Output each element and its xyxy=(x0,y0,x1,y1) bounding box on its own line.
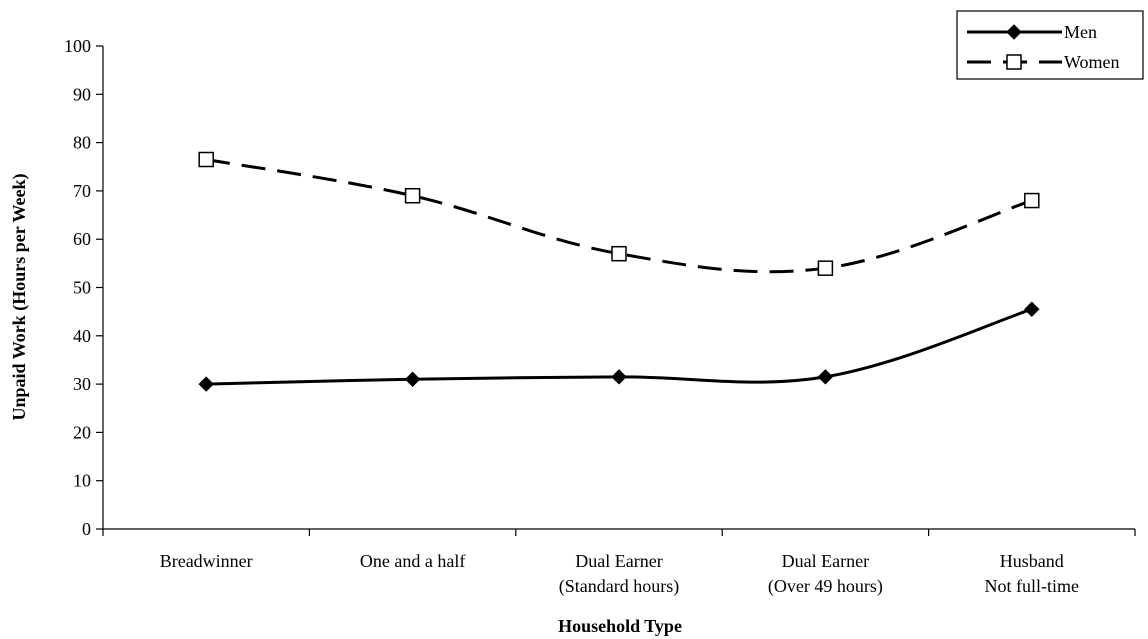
y-tick-label: 70 xyxy=(73,181,91,201)
data-point-men xyxy=(611,369,627,385)
legend-label-women: Women xyxy=(1064,52,1120,72)
data-point-women xyxy=(817,260,834,276)
x-category-label: Husband Not full-time xyxy=(985,551,1079,596)
data-point-men xyxy=(404,371,421,387)
x-category-label: Breadwinner xyxy=(160,551,253,571)
y-axis: 0 10 20 30 40 50 60 70 80 90 100 xyxy=(64,36,104,539)
legend-box xyxy=(956,10,1144,80)
data-point-men xyxy=(817,369,834,385)
x-category-label: Dual Earner (Standard hours) xyxy=(559,551,679,597)
legend-marker-women xyxy=(1006,54,1022,70)
x-category-label: One and a half xyxy=(360,551,465,571)
y-tick-label: 80 xyxy=(73,133,91,153)
data-point-women xyxy=(198,151,214,168)
data-point-women xyxy=(611,245,627,262)
data-point-men xyxy=(1024,301,1040,317)
data-point-women xyxy=(1024,192,1040,209)
series-line-women xyxy=(205,158,1033,274)
legend-label-men: Men xyxy=(1064,22,1097,42)
series-layer xyxy=(198,151,1040,392)
y-tick-label: 20 xyxy=(73,422,91,442)
legend: Men Women xyxy=(956,10,1144,80)
series-men xyxy=(198,301,1040,392)
x-axis-title: Household Type xyxy=(558,616,682,636)
y-tick-label: 90 xyxy=(73,84,91,104)
y-tick-label: 10 xyxy=(73,471,91,491)
y-tick-label: 100 xyxy=(64,36,91,56)
y-tick-label: 60 xyxy=(73,229,91,249)
series-women xyxy=(198,151,1040,276)
x-category-label: Dual Earner (Over 49 hours) xyxy=(768,551,883,597)
legend-marker-men xyxy=(1006,24,1022,40)
y-axis-title: Unpaid Work (Hours per Week) xyxy=(9,173,30,420)
y-tick-label: 30 xyxy=(73,374,91,394)
y-tick-label: 0 xyxy=(82,519,91,539)
y-tick-label: 40 xyxy=(73,326,91,346)
y-tick-label: 50 xyxy=(73,278,91,298)
x-axis: Breadwinner One and a half Dual Earner (Sta… xyxy=(102,528,1136,597)
data-point-women xyxy=(404,187,421,204)
data-point-men xyxy=(198,376,214,392)
